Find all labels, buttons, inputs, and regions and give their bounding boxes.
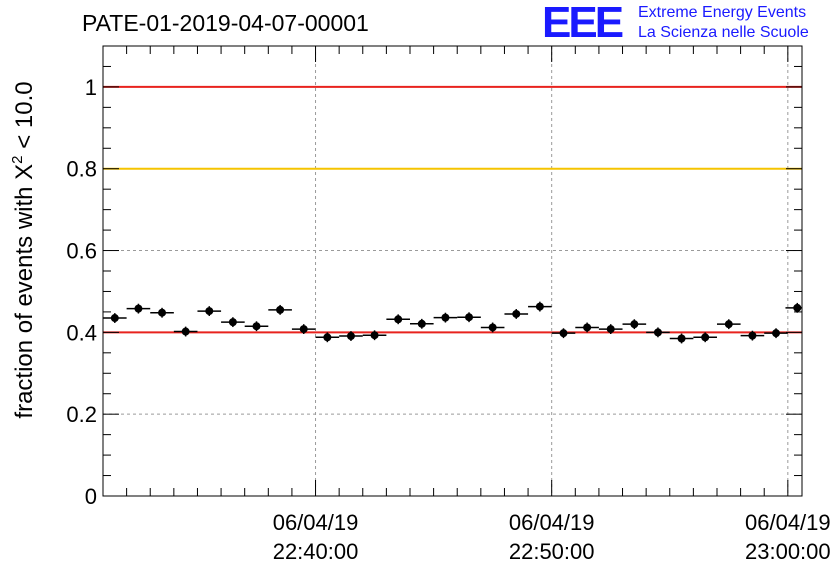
point-marker — [134, 304, 143, 313]
point-marker — [299, 325, 308, 334]
data-point — [339, 331, 363, 341]
data-point — [386, 314, 410, 325]
y-tick-label: 0 — [85, 484, 97, 509]
point-marker — [793, 303, 802, 312]
point-marker — [512, 309, 521, 318]
y-tick-label: 0.4 — [66, 320, 97, 345]
point-marker — [653, 328, 662, 337]
y-axis-label-prefix: fraction of events with — [11, 180, 38, 419]
data-point — [409, 318, 434, 329]
reference-lines — [103, 85, 802, 334]
data-point — [528, 301, 552, 312]
y-axis-label-text: fraction of events with X2 < 10.0 — [9, 81, 38, 418]
data-point — [622, 319, 647, 330]
point-marker — [370, 331, 379, 340]
point-marker — [606, 325, 615, 334]
y-tick-label: 0.6 — [66, 239, 97, 264]
data-point — [126, 303, 151, 314]
point-marker — [724, 320, 733, 329]
data-point — [103, 313, 127, 323]
point-marker — [630, 320, 639, 329]
data-point — [480, 322, 505, 333]
point-marker — [535, 302, 544, 311]
data-point — [315, 332, 340, 343]
data-point — [551, 328, 576, 339]
point-marker — [346, 332, 355, 341]
y-tick-label: 0.8 — [66, 157, 97, 182]
x-tick-time-label: 23:00:00 — [745, 539, 831, 564]
data-point — [197, 306, 222, 316]
data-point — [433, 312, 458, 323]
data-point — [362, 330, 387, 341]
data-point — [598, 324, 623, 334]
point-marker — [488, 323, 497, 332]
data-point — [244, 321, 269, 332]
point-marker — [394, 315, 403, 324]
point-marker — [205, 307, 214, 316]
x-tick-time-label: 22:50:00 — [509, 539, 595, 564]
point-marker — [772, 329, 781, 338]
point-marker — [252, 322, 261, 331]
point-marker — [677, 334, 686, 343]
data-point — [669, 333, 694, 344]
point-marker — [701, 333, 710, 342]
x-tick-date-label: 06/04/19 — [509, 510, 595, 535]
data-point — [716, 319, 741, 330]
point-marker — [417, 319, 426, 328]
data-point — [575, 322, 599, 333]
point-marker — [748, 331, 757, 340]
grid-layer — [103, 46, 802, 496]
logo-line-1: Extreme Energy Events — [638, 4, 807, 21]
axes: 0 0.2 0.4 0.6 0.8 1 06/04/19 22:40:00 06/04/19 22… — [66, 45, 831, 564]
logo-mark: EEE — [542, 0, 624, 47]
y-tick-label: 1 — [85, 75, 97, 100]
point-marker — [583, 323, 592, 332]
plot-frame — [102, 45, 803, 497]
data-points — [103, 301, 802, 344]
data-point — [504, 309, 529, 319]
data-point — [221, 317, 245, 328]
data-point — [457, 312, 481, 323]
data-point — [740, 330, 765, 341]
y-tick-label: 0.2 — [66, 402, 97, 427]
y-axis-label-power: 2 — [9, 155, 26, 163]
x-tick-date-label: 06/04/19 — [273, 510, 359, 535]
data-point — [693, 332, 717, 343]
data-point — [646, 327, 670, 338]
data-point — [291, 324, 316, 334]
x-tick-time-label: 22:40:00 — [273, 539, 359, 564]
x-tick-date-label: 06/04/19 — [745, 510, 831, 535]
point-marker — [181, 327, 190, 336]
chart-title: PATE-01-2019-04-07-00001 — [82, 10, 369, 36]
data-point — [173, 326, 198, 337]
point-marker — [110, 314, 119, 323]
point-marker — [158, 308, 167, 317]
point-marker — [323, 333, 332, 342]
y-axis-label-symbol: X — [11, 164, 38, 180]
y-axis-label-suffix: < 10.0 — [11, 81, 38, 155]
y-axis-label: fraction of events with X2 < 10.0 — [9, 81, 38, 418]
point-marker — [559, 329, 568, 338]
point-marker — [276, 305, 285, 314]
data-point — [268, 304, 292, 315]
data-point — [764, 328, 788, 339]
point-marker — [441, 313, 450, 322]
data-point — [785, 302, 802, 313]
logo-line-2: La Scienza nelle Scuole — [638, 24, 809, 41]
data-point — [150, 307, 174, 318]
point-marker — [228, 318, 237, 327]
point-marker — [465, 313, 474, 322]
